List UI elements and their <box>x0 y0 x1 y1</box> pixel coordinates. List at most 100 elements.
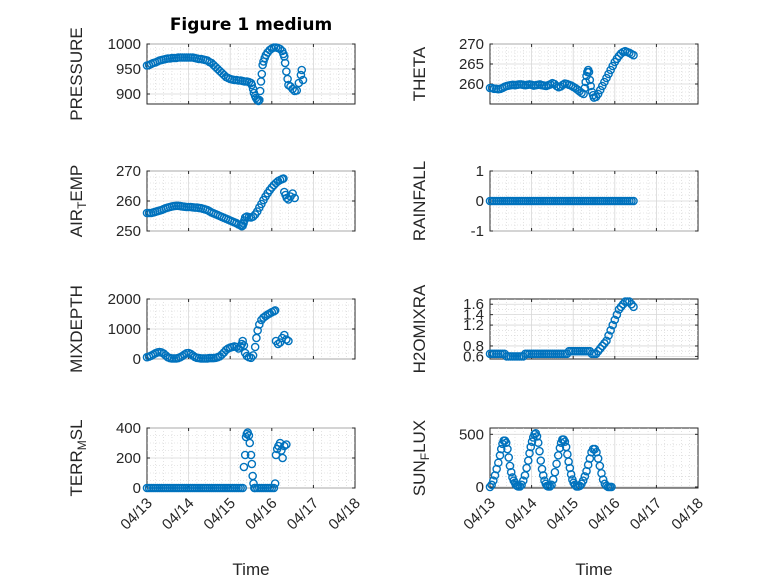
data-point <box>270 306 280 315</box>
data-point <box>593 346 603 356</box>
y-tick-label: 265 <box>459 56 484 73</box>
data-point <box>550 467 560 477</box>
y-axis-label: RAINFALL <box>410 161 429 241</box>
data-point <box>517 480 526 490</box>
y-tick-label: 270 <box>116 163 141 180</box>
data-point <box>298 75 308 85</box>
y-tick-label: 270 <box>459 36 484 53</box>
data-point <box>279 174 288 183</box>
data-point <box>591 349 601 359</box>
data-point <box>239 462 249 472</box>
figure-title: Figure 1 medium <box>170 15 332 35</box>
y-tick-label: 1.2 <box>463 317 484 334</box>
data-point <box>279 441 289 451</box>
data-point <box>257 69 267 79</box>
data-point <box>292 86 302 95</box>
y-tick-label: 950 <box>116 61 141 78</box>
data-point <box>238 336 247 346</box>
data-point <box>600 339 609 348</box>
data-series <box>485 297 638 361</box>
data-point <box>627 299 636 309</box>
x-tick-label: 04/13 <box>460 495 499 534</box>
data-point <box>526 442 536 452</box>
data-point <box>278 453 287 463</box>
data-point <box>240 450 250 460</box>
data-point <box>545 482 555 491</box>
data-point <box>254 96 263 106</box>
data-point <box>602 336 611 346</box>
data-point <box>203 56 212 65</box>
subplot-2: 260 265 270 THETA <box>410 36 699 105</box>
plot-area <box>489 298 699 360</box>
x-tick-label: 04/17 <box>284 495 323 534</box>
data-series <box>142 306 293 363</box>
data-series <box>142 174 299 231</box>
x-tick-label: 04/16 <box>242 495 281 534</box>
y-tick-label: 0.6 <box>463 348 484 365</box>
y-tick-label: 0 <box>133 480 141 497</box>
data-point <box>284 336 293 346</box>
data-point <box>625 297 634 306</box>
data-point <box>537 464 547 474</box>
data-point <box>248 351 258 360</box>
data-point <box>273 339 283 349</box>
data-point <box>533 438 543 448</box>
data-series <box>485 196 638 206</box>
data-point <box>560 437 570 446</box>
data-point <box>527 437 537 446</box>
subplot-8: 0 500 04/13 04/14 04/15 04/16 04/17 04/18 SUNFLU… <box>410 420 707 534</box>
data-point <box>255 320 264 329</box>
data-point <box>585 75 595 85</box>
x-tick-label: 04/16 <box>585 495 624 534</box>
data-point <box>504 453 514 462</box>
data-point <box>518 476 528 485</box>
data-point <box>505 461 515 471</box>
data-point <box>610 315 620 325</box>
y-tick-label: 0 <box>476 193 484 210</box>
data-point <box>283 74 292 84</box>
y-axis-label: AIRTEMP <box>67 165 89 238</box>
y-axis-label: TERRMSL <box>67 419 89 496</box>
data-point <box>503 444 512 454</box>
data-point <box>279 330 289 340</box>
subplot-5: 0 1000 2000 MIXDEPTH <box>67 285 356 373</box>
x-tick-label: 04/14 <box>502 495 541 534</box>
data-point <box>606 326 615 335</box>
y-axis-label: SUNFLUX <box>410 420 432 496</box>
data-point <box>288 189 297 198</box>
data-point <box>495 451 505 460</box>
data-point <box>598 341 607 351</box>
data-point <box>297 65 307 75</box>
data-point <box>547 480 556 490</box>
data-series <box>142 43 308 106</box>
x-tick-label: 04/14 <box>159 495 198 534</box>
data-point <box>269 306 279 316</box>
data-point <box>536 456 546 465</box>
subplot-6: 0.60.8 1.21.41.6 H2OMIXRA <box>410 284 699 373</box>
data-point <box>530 430 539 439</box>
data-point <box>250 342 260 352</box>
data-point <box>565 463 575 473</box>
y-tick-label: 2000 <box>108 291 141 308</box>
data-point <box>580 472 590 481</box>
data-point <box>270 479 280 488</box>
data-point <box>629 50 638 60</box>
x-axis-label-left: Time <box>232 560 269 579</box>
data-point <box>246 450 256 460</box>
y-tick-label: 250 <box>116 223 141 240</box>
data-point <box>566 470 576 479</box>
data-point <box>579 89 588 99</box>
x-tick-label: 04/18 <box>668 495 707 534</box>
y-tick-label: 900 <box>116 86 141 103</box>
data-point <box>269 483 279 493</box>
data-series <box>485 428 616 492</box>
x-tick-label: 04/15 <box>543 495 582 534</box>
data-point <box>586 81 595 91</box>
data-point <box>629 302 638 312</box>
data-point <box>532 432 542 441</box>
y-tick-label: 0 <box>476 479 484 496</box>
subplot-7: 0 200 400 04/13 04/14 04/15 04/16 04/17 04/18 TER… <box>67 419 364 533</box>
data-point <box>580 83 590 93</box>
data-point <box>238 483 247 493</box>
